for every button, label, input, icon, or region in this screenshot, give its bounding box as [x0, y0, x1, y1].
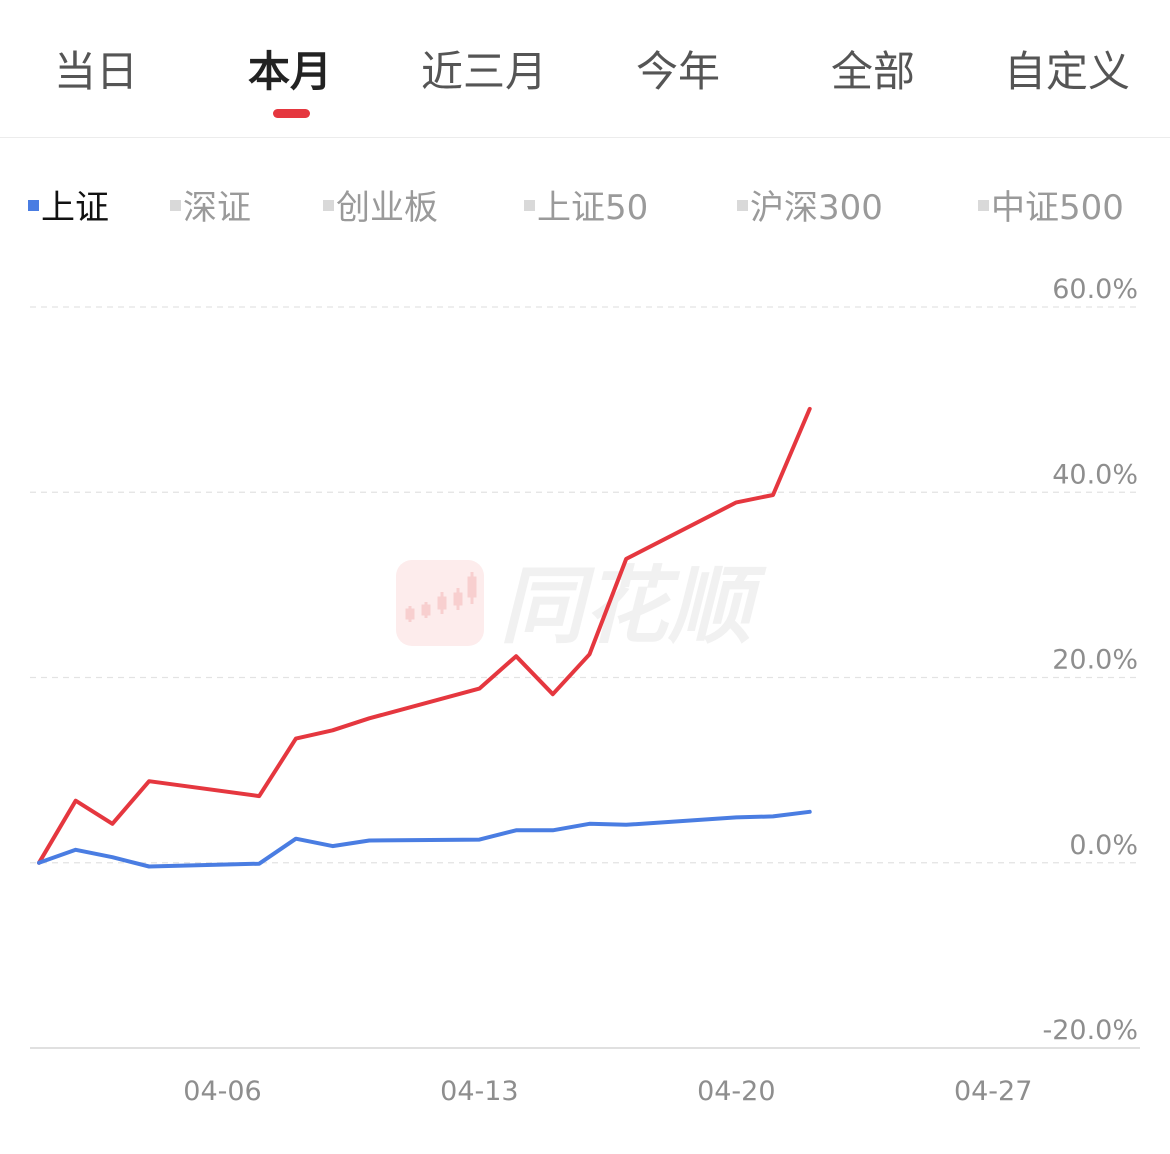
index-label: 深证: [183, 188, 251, 228]
index-item-chinext[interactable]: 创业板: [323, 180, 438, 229]
y-tick-label: 40.0%: [1052, 459, 1138, 490]
tab-last-three-months[interactable]: 近三月: [420, 47, 548, 96]
tab-custom[interactable]: 自定义: [1003, 47, 1131, 96]
index-item-shenzhen[interactable]: 深证: [170, 180, 251, 229]
active-tab-indicator: [273, 109, 310, 118]
primary-series-line: [37, 406, 812, 865]
period-tabs: 当日 本月 近三月 今年 全部 自定义: [0, 0, 1170, 138]
x-tick-label: 04-27: [954, 1076, 1032, 1107]
y-tick-label: 20.0%: [1052, 645, 1138, 676]
chart-series: [37, 406, 812, 869]
tab-today[interactable]: 当日: [53, 47, 139, 96]
index-item-csi300[interactable]: 沪深300: [737, 180, 883, 229]
y-tick-label: 0.0%: [1069, 830, 1138, 861]
chart-grid: [30, 306, 1140, 1049]
legend-marker: [323, 200, 334, 211]
x-tick-label: 04-06: [183, 1076, 261, 1107]
index-label: 中证500: [991, 188, 1124, 228]
tab-this-year[interactable]: 今年: [635, 47, 721, 96]
watermark-text: 同花顺: [500, 557, 767, 655]
legend-marker: [737, 200, 748, 211]
watermark: 同花顺: [396, 557, 767, 655]
x-tick-label: 04-20: [697, 1076, 775, 1107]
x-axis-labels: 04-06 04-13 04-20 04-27: [183, 1076, 1032, 1107]
tab-this-month[interactable]: 本月: [247, 47, 333, 96]
benchmark-series-line: [37, 809, 812, 869]
legend-marker: [978, 200, 989, 211]
index-label: 上证: [41, 188, 109, 228]
y-tick-label: -20.0%: [1042, 1015, 1138, 1046]
index-item-csi500[interactable]: 中证500: [978, 180, 1124, 229]
index-item-shanghai[interactable]: 上证: [28, 180, 109, 229]
legend-marker: [524, 200, 535, 211]
y-axis-labels: 60.0% 40.0% 20.0% 0.0% -20.0%: [1042, 274, 1138, 1046]
y-tick-label: 60.0%: [1052, 274, 1138, 305]
legend-marker: [28, 200, 39, 211]
index-label: 上证50: [537, 188, 649, 228]
index-label: 创业板: [336, 188, 438, 228]
legend-marker: [170, 200, 181, 211]
index-label: 沪深300: [750, 188, 883, 228]
index-item-sse50[interactable]: 上证50: [524, 180, 648, 229]
x-tick-label: 04-13: [440, 1076, 518, 1107]
tab-all[interactable]: 全部: [830, 47, 916, 96]
